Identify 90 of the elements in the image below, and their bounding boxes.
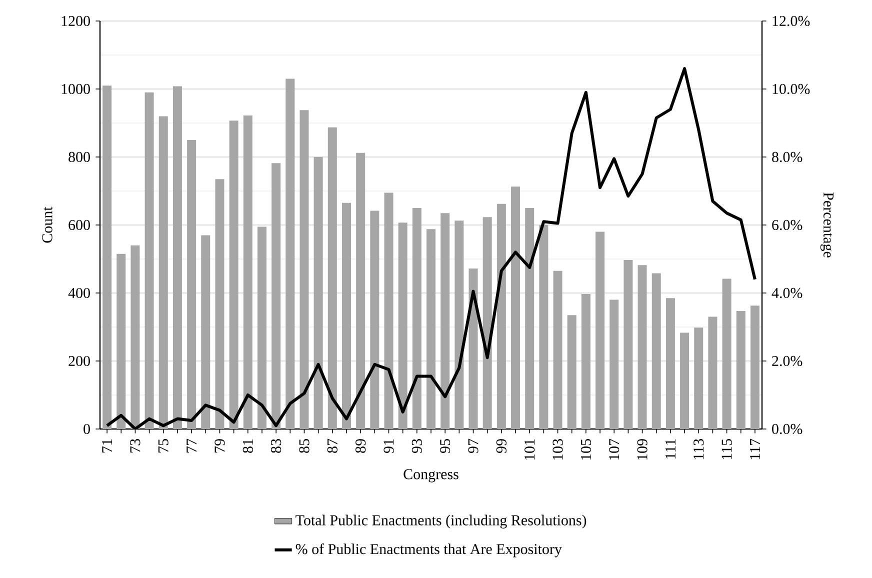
bar	[708, 316, 718, 429]
bar	[116, 254, 126, 429]
bar	[286, 78, 295, 429]
legend-label: Total Public Enactments (including Resolutions)	[296, 514, 586, 528]
y-axis-title: Count	[42, 206, 52, 243]
x-tick-label: 75	[158, 439, 168, 452]
x-tick-label: 73	[130, 439, 140, 452]
bar	[596, 232, 605, 429]
x-tick-label: 93	[412, 439, 422, 453]
bar	[624, 260, 633, 429]
bar	[158, 116, 168, 429]
y2-tick-label: 0.0%	[772, 424, 802, 434]
bar	[300, 110, 309, 429]
bar	[750, 306, 760, 429]
bar	[215, 179, 224, 429]
bar	[398, 222, 408, 429]
x-tick-label: 101	[524, 439, 535, 460]
bar	[426, 229, 436, 429]
y2-tick-label: 12.0%	[772, 16, 810, 26]
bar	[496, 204, 506, 429]
bar	[172, 86, 182, 429]
x-tick-label: 107	[609, 438, 620, 460]
bar	[722, 278, 732, 429]
x-tick-label: 77	[186, 438, 196, 452]
bar	[412, 208, 422, 429]
bar	[638, 265, 647, 429]
bar	[511, 186, 520, 429]
bar	[440, 213, 450, 429]
bar	[610, 300, 619, 429]
x-tick-label: 81	[242, 439, 253, 453]
x-tick-label: 79	[214, 439, 225, 452]
x-tick-label: 115	[722, 439, 732, 460]
y-tick-label: 0	[84, 424, 90, 434]
bar	[243, 116, 252, 429]
y-tick-label: 1000	[62, 84, 90, 94]
bar	[454, 220, 464, 429]
x-tick-label: 99	[496, 439, 506, 453]
bar	[130, 245, 140, 429]
x-axis-title: Congress	[404, 469, 458, 482]
bar	[581, 294, 590, 429]
bar	[567, 315, 576, 429]
x-tick-label: 87	[327, 438, 338, 453]
legend-label: % of Public Enactments that Are Expository	[296, 543, 562, 558]
bar	[229, 120, 238, 429]
y-tick-label: 1200	[62, 16, 90, 26]
x-tick-label: 117	[750, 438, 760, 460]
bar	[482, 217, 492, 429]
bar	[736, 311, 746, 429]
x-tick-label: 83	[271, 439, 282, 453]
y-tick-label: 400	[68, 288, 90, 298]
bar	[342, 202, 351, 429]
bar	[553, 270, 562, 429]
y-tick-label: 800	[68, 152, 90, 162]
bar	[468, 268, 478, 429]
x-tick-label: 95	[440, 439, 450, 453]
y2-tick-label: 6.0%	[772, 220, 802, 230]
bar	[201, 235, 210, 429]
y2-axis-title: Percentage	[820, 192, 834, 258]
bar	[328, 127, 337, 429]
bar	[539, 224, 548, 429]
y2-tick-label: 2.0%	[772, 356, 802, 366]
x-tick-label: 71	[102, 439, 112, 452]
y2-tick-label: 4.0%	[772, 288, 802, 298]
x-tick-label: 111	[666, 439, 676, 459]
bar	[102, 86, 112, 429]
x-tick-label: 97	[468, 438, 478, 453]
x-tick-label: 105	[580, 439, 591, 460]
bar	[680, 332, 690, 429]
bar	[370, 210, 380, 429]
bar	[652, 273, 661, 429]
bar	[314, 156, 323, 429]
x-tick-label: 89	[356, 439, 366, 453]
bar	[356, 152, 366, 429]
bar	[187, 140, 196, 429]
bar	[257, 226, 266, 429]
x-tick-label: 91	[384, 439, 394, 453]
bar	[272, 163, 281, 429]
bar	[144, 92, 154, 429]
bar	[384, 192, 394, 429]
y-tick-label: 200	[68, 356, 90, 366]
y-tick-label: 600	[68, 220, 90, 230]
y2-tick-label: 10.0%	[772, 84, 810, 94]
bar	[666, 298, 675, 429]
x-tick-label: 85	[299, 439, 310, 453]
bar	[694, 328, 704, 429]
x-tick-label: 103	[552, 439, 563, 460]
x-tick-label: 109	[637, 439, 648, 460]
bar	[525, 208, 534, 429]
x-tick-label: 113	[694, 439, 704, 460]
y2-tick-label: 8.0%	[772, 152, 802, 162]
